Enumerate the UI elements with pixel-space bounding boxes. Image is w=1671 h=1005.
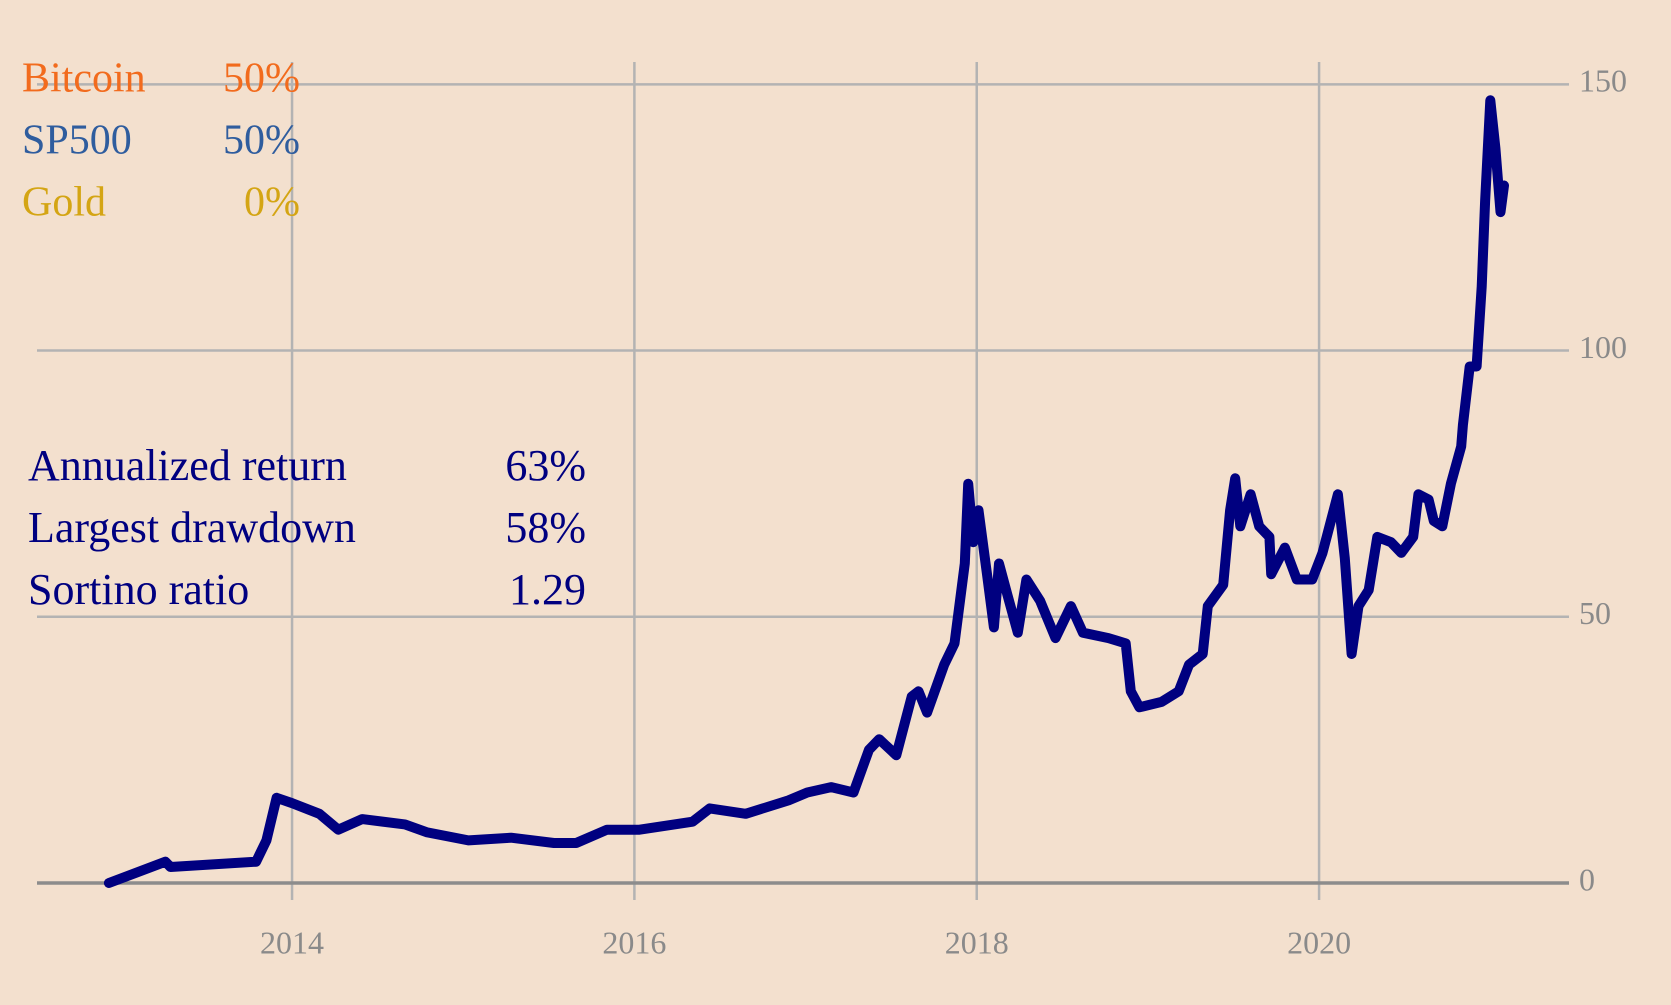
stat-value: 1.29: [509, 565, 586, 614]
stat-name: Largest drawdown: [28, 503, 356, 552]
x-tick-label: 2016: [602, 924, 666, 960]
legend-weight: 50%: [223, 118, 300, 164]
y-tick-label: 150: [1579, 63, 1627, 99]
y-tick-label: 0: [1579, 861, 1595, 897]
legend-name: Gold: [22, 180, 106, 226]
x-tick-label: 2020: [1287, 924, 1351, 960]
stat-name: Sortino ratio: [28, 565, 249, 614]
legend-name: SP500: [22, 118, 132, 164]
stat-value: 63%: [505, 441, 586, 490]
legend-name: Bitcoin: [22, 56, 146, 102]
legend-weight: 50%: [223, 56, 300, 102]
x-tick-label: 2018: [945, 924, 1009, 960]
y-tick-label: 50: [1579, 595, 1611, 631]
stat-value: 58%: [505, 503, 586, 552]
x-tick-label: 2014: [260, 924, 324, 960]
stat-name: Annualized return: [28, 441, 347, 490]
legend-weight: 0%: [244, 180, 300, 226]
price-line: [103, 95, 1509, 888]
y-tick-label: 100: [1579, 329, 1627, 365]
